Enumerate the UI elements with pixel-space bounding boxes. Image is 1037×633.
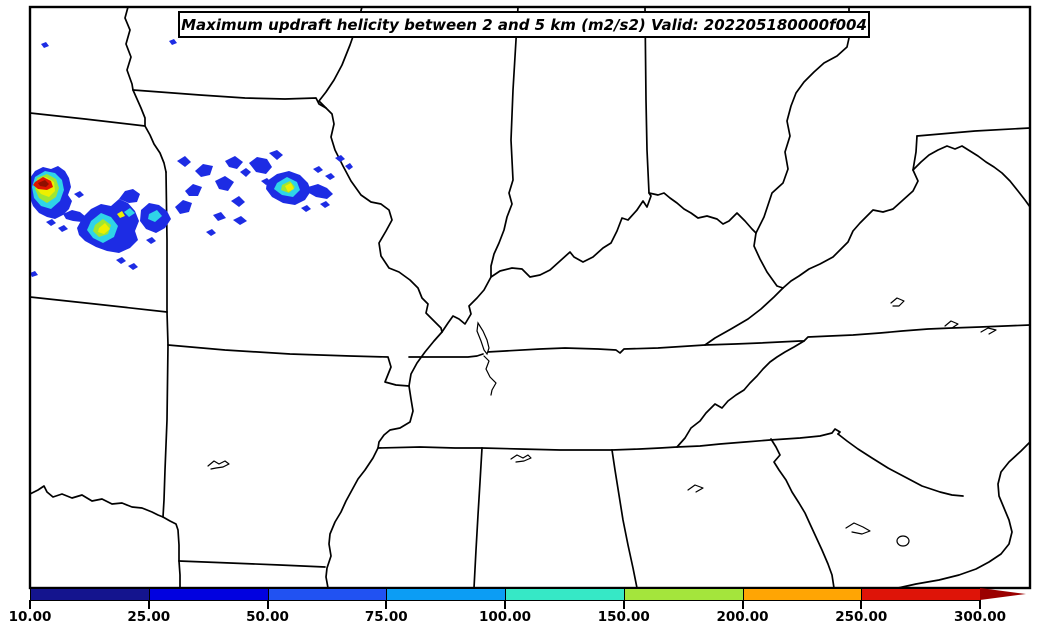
state-boundaries (29, 6, 1031, 589)
plot-title: Maximum updraft helicity between 2 and 5… (181, 15, 867, 34)
tennessee-river (476, 321, 490, 356)
plot-title-box: Maximum updraft helicity between 2 and 5… (178, 11, 870, 38)
helicity-swaths (30, 39, 353, 277)
swath-dark-red (38, 180, 49, 187)
swath-blue (30, 39, 353, 277)
small-lakes (207, 297, 997, 547)
